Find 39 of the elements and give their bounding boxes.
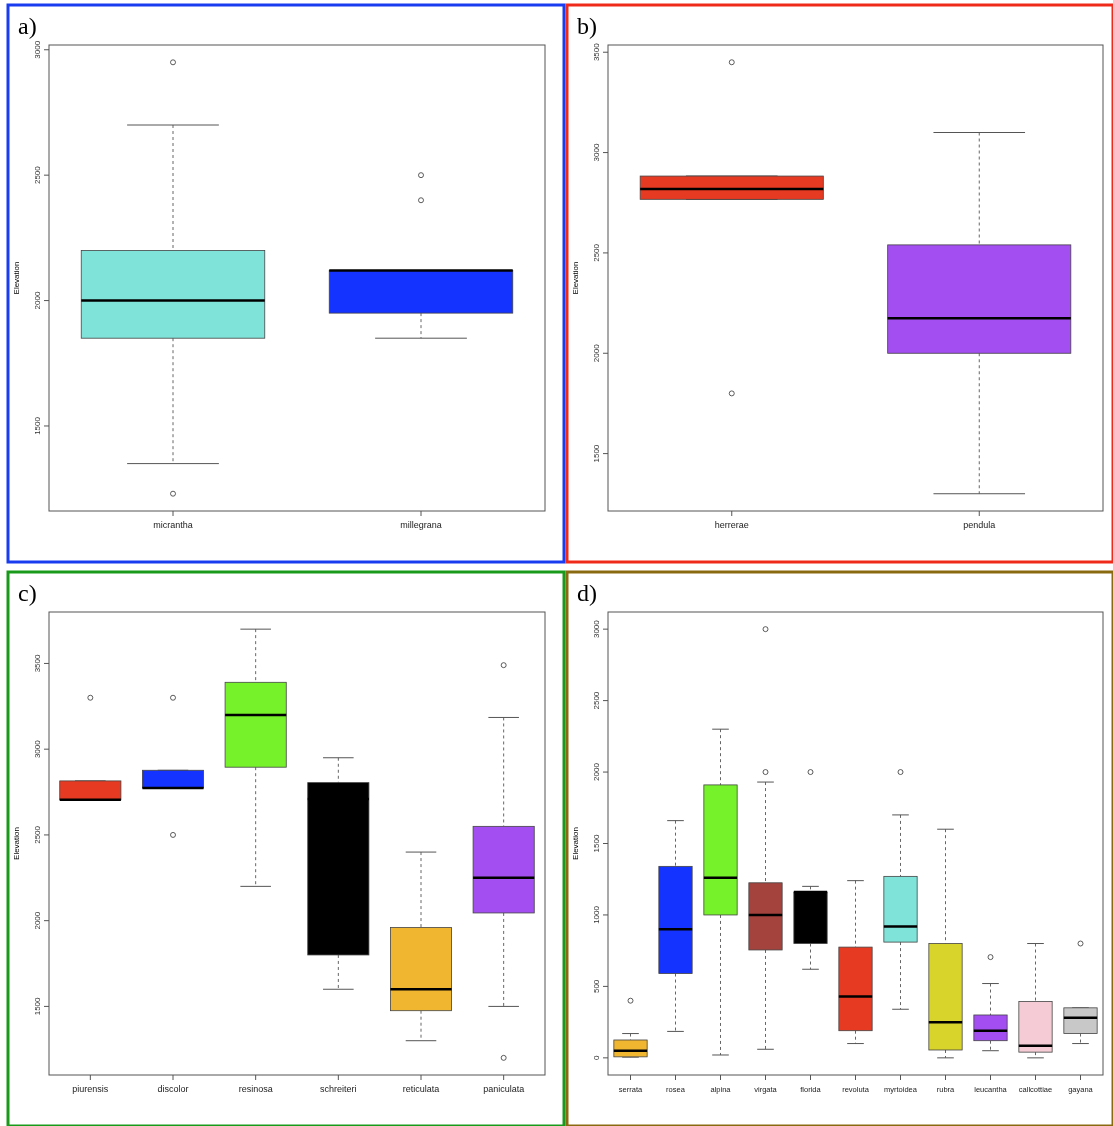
- chart-title: c): [18, 580, 37, 606]
- x-tick-label: paniculata: [483, 1084, 525, 1094]
- y-tick-label: 3000: [592, 143, 601, 162]
- x-tick-label: millegrana: [400, 520, 442, 530]
- y-axis-title: Elevation: [571, 261, 580, 295]
- y-tick-label: 2000: [33, 291, 42, 310]
- y-tick-label: 1000: [592, 905, 601, 924]
- y-axis-title: Elevation: [571, 827, 580, 860]
- y-tick-label: 1500: [592, 834, 601, 853]
- y-tick-label: 2500: [33, 825, 42, 844]
- y-tick-label: 3000: [592, 619, 601, 639]
- y-axis-title: Elevation: [12, 827, 21, 860]
- y-tick-label: 2500: [592, 691, 601, 710]
- x-tick-label: piurensis: [72, 1084, 109, 1094]
- chart-title: b): [577, 13, 597, 39]
- x-tick-label: reticulata: [402, 1084, 440, 1094]
- y-tick-label: 1500: [592, 444, 601, 463]
- x-tick-label: discolor: [157, 1084, 189, 1094]
- y-tick-label: 2000: [592, 762, 601, 781]
- y-tick-label: 2000: [33, 911, 42, 930]
- y-tick-label: 2000: [592, 343, 601, 363]
- y-tick-label: 3000: [33, 40, 42, 59]
- x-tick-label: resinosa: [238, 1084, 273, 1094]
- y-axis-title: Elevation: [12, 261, 21, 295]
- chart-title: a): [18, 13, 37, 39]
- y-tick-label: 2500: [592, 243, 601, 262]
- y-tick-label: 1500: [33, 996, 42, 1016]
- y-tick-label: 0: [592, 1055, 601, 1061]
- x-tick-label: micrantha: [153, 520, 193, 530]
- y-tick-label: 3500: [33, 654, 42, 673]
- x-tick-label: schreiteri: [320, 1084, 357, 1094]
- x-tick-label: herrerae: [714, 520, 749, 530]
- y-tick-label: 500: [592, 979, 601, 994]
- chart-title: d): [577, 580, 597, 606]
- y-tick-label: 3000: [33, 739, 42, 759]
- x-tick-label: pendula: [963, 520, 996, 530]
- y-tick-label: 1500: [33, 416, 42, 435]
- y-tick-label: 2500: [33, 165, 42, 185]
- y-tick-label: 3500: [592, 42, 601, 62]
